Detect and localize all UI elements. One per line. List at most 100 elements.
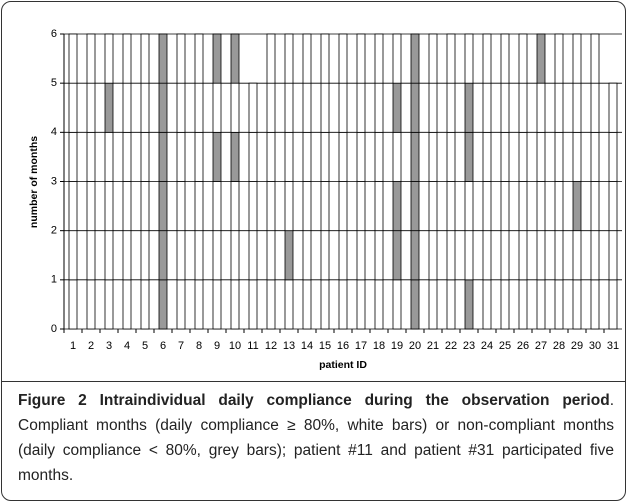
month-segment [356, 181, 366, 232]
month-segment [428, 181, 438, 232]
month-segment [320, 181, 330, 232]
month-segment [554, 181, 564, 232]
month-segment [158, 279, 168, 330]
month-segment [356, 33, 366, 84]
x-tick-label: 7 [178, 340, 184, 352]
month-segment [122, 131, 132, 182]
x-tick-label: 23 [463, 340, 475, 352]
month-segment [482, 279, 492, 330]
month-segment [410, 181, 420, 232]
x-tick-label: 26 [517, 340, 529, 352]
x-tick-label: 17 [355, 340, 367, 352]
y-tick-label: 5 [51, 77, 57, 89]
month-segment [590, 230, 600, 281]
x-tick-label: 20 [409, 340, 421, 352]
month-segment [428, 131, 438, 182]
month-segment [212, 279, 222, 330]
month-segment [302, 33, 312, 84]
month-segment [158, 230, 168, 281]
y-tick-label: 6 [51, 28, 57, 40]
month-segment [284, 230, 294, 281]
month-segment [482, 230, 492, 281]
month-segment [464, 33, 474, 84]
month-segment [212, 33, 222, 84]
month-segment [518, 33, 528, 84]
month-segment [572, 131, 582, 182]
month-segment [446, 279, 456, 330]
month-segment [554, 230, 564, 281]
month-segment [374, 181, 384, 232]
month-segment [230, 131, 240, 182]
month-segment [176, 82, 186, 133]
month-segment [410, 33, 420, 84]
month-segment [122, 279, 132, 330]
x-tick-label: 8 [196, 340, 202, 352]
month-segment [194, 181, 204, 232]
month-segment [284, 131, 294, 182]
month-segment [536, 279, 546, 330]
month-segment [104, 279, 114, 330]
x-tick-label: 5 [142, 340, 148, 352]
month-segment [374, 82, 384, 133]
month-segment [572, 181, 582, 232]
month-segment [302, 279, 312, 330]
month-segment [86, 230, 96, 281]
month-segment [572, 230, 582, 281]
month-segment [104, 82, 114, 133]
month-segment [284, 33, 294, 84]
month-segment [104, 230, 114, 281]
x-tick-label: 15 [319, 340, 331, 352]
month-segment [212, 181, 222, 232]
month-segment [590, 33, 600, 84]
month-segment [536, 181, 546, 232]
month-segment [500, 82, 510, 133]
y-tick-label: 2 [51, 225, 57, 237]
month-segment [158, 82, 168, 133]
month-segment [68, 181, 78, 232]
month-segment [140, 230, 150, 281]
month-segment [356, 82, 366, 133]
month-segment [410, 82, 420, 133]
month-segment [374, 131, 384, 182]
x-tick-label: 21 [427, 340, 439, 352]
caption: Figure 2 Intraindividual daily complianc… [18, 388, 614, 488]
x-tick-label: 1 [70, 340, 76, 352]
month-segment [68, 82, 78, 133]
month-segment [302, 82, 312, 133]
caption-label: Figure 2 [18, 392, 87, 409]
month-segment [176, 181, 186, 232]
month-segment [158, 131, 168, 182]
month-segment [230, 82, 240, 133]
month-segment [482, 82, 492, 133]
month-segment [464, 131, 474, 182]
x-tick-label: 11 [247, 340, 258, 352]
month-segment [356, 279, 366, 330]
month-segment [140, 131, 150, 182]
month-segment [608, 230, 618, 281]
month-segment [392, 181, 402, 232]
month-segment [266, 33, 276, 84]
month-segment [320, 33, 330, 84]
x-tick-label: 14 [301, 340, 313, 352]
month-segment [140, 279, 150, 330]
month-segment [464, 279, 474, 330]
month-segment [428, 82, 438, 133]
month-segment [68, 279, 78, 330]
month-segment [212, 82, 222, 133]
month-segment [374, 279, 384, 330]
month-segment [230, 33, 240, 84]
month-segment [446, 82, 456, 133]
x-axis-label: patient ID [319, 359, 367, 371]
month-segment [392, 230, 402, 281]
month-segment [176, 131, 186, 182]
month-segment [554, 279, 564, 330]
month-segment [284, 82, 294, 133]
month-segment [536, 82, 546, 133]
month-segment [572, 33, 582, 84]
month-segment [230, 279, 240, 330]
y-axis-label: number of months [28, 136, 40, 228]
x-tick-label: 27 [535, 340, 547, 352]
month-segment [158, 181, 168, 232]
month-segment [464, 82, 474, 133]
